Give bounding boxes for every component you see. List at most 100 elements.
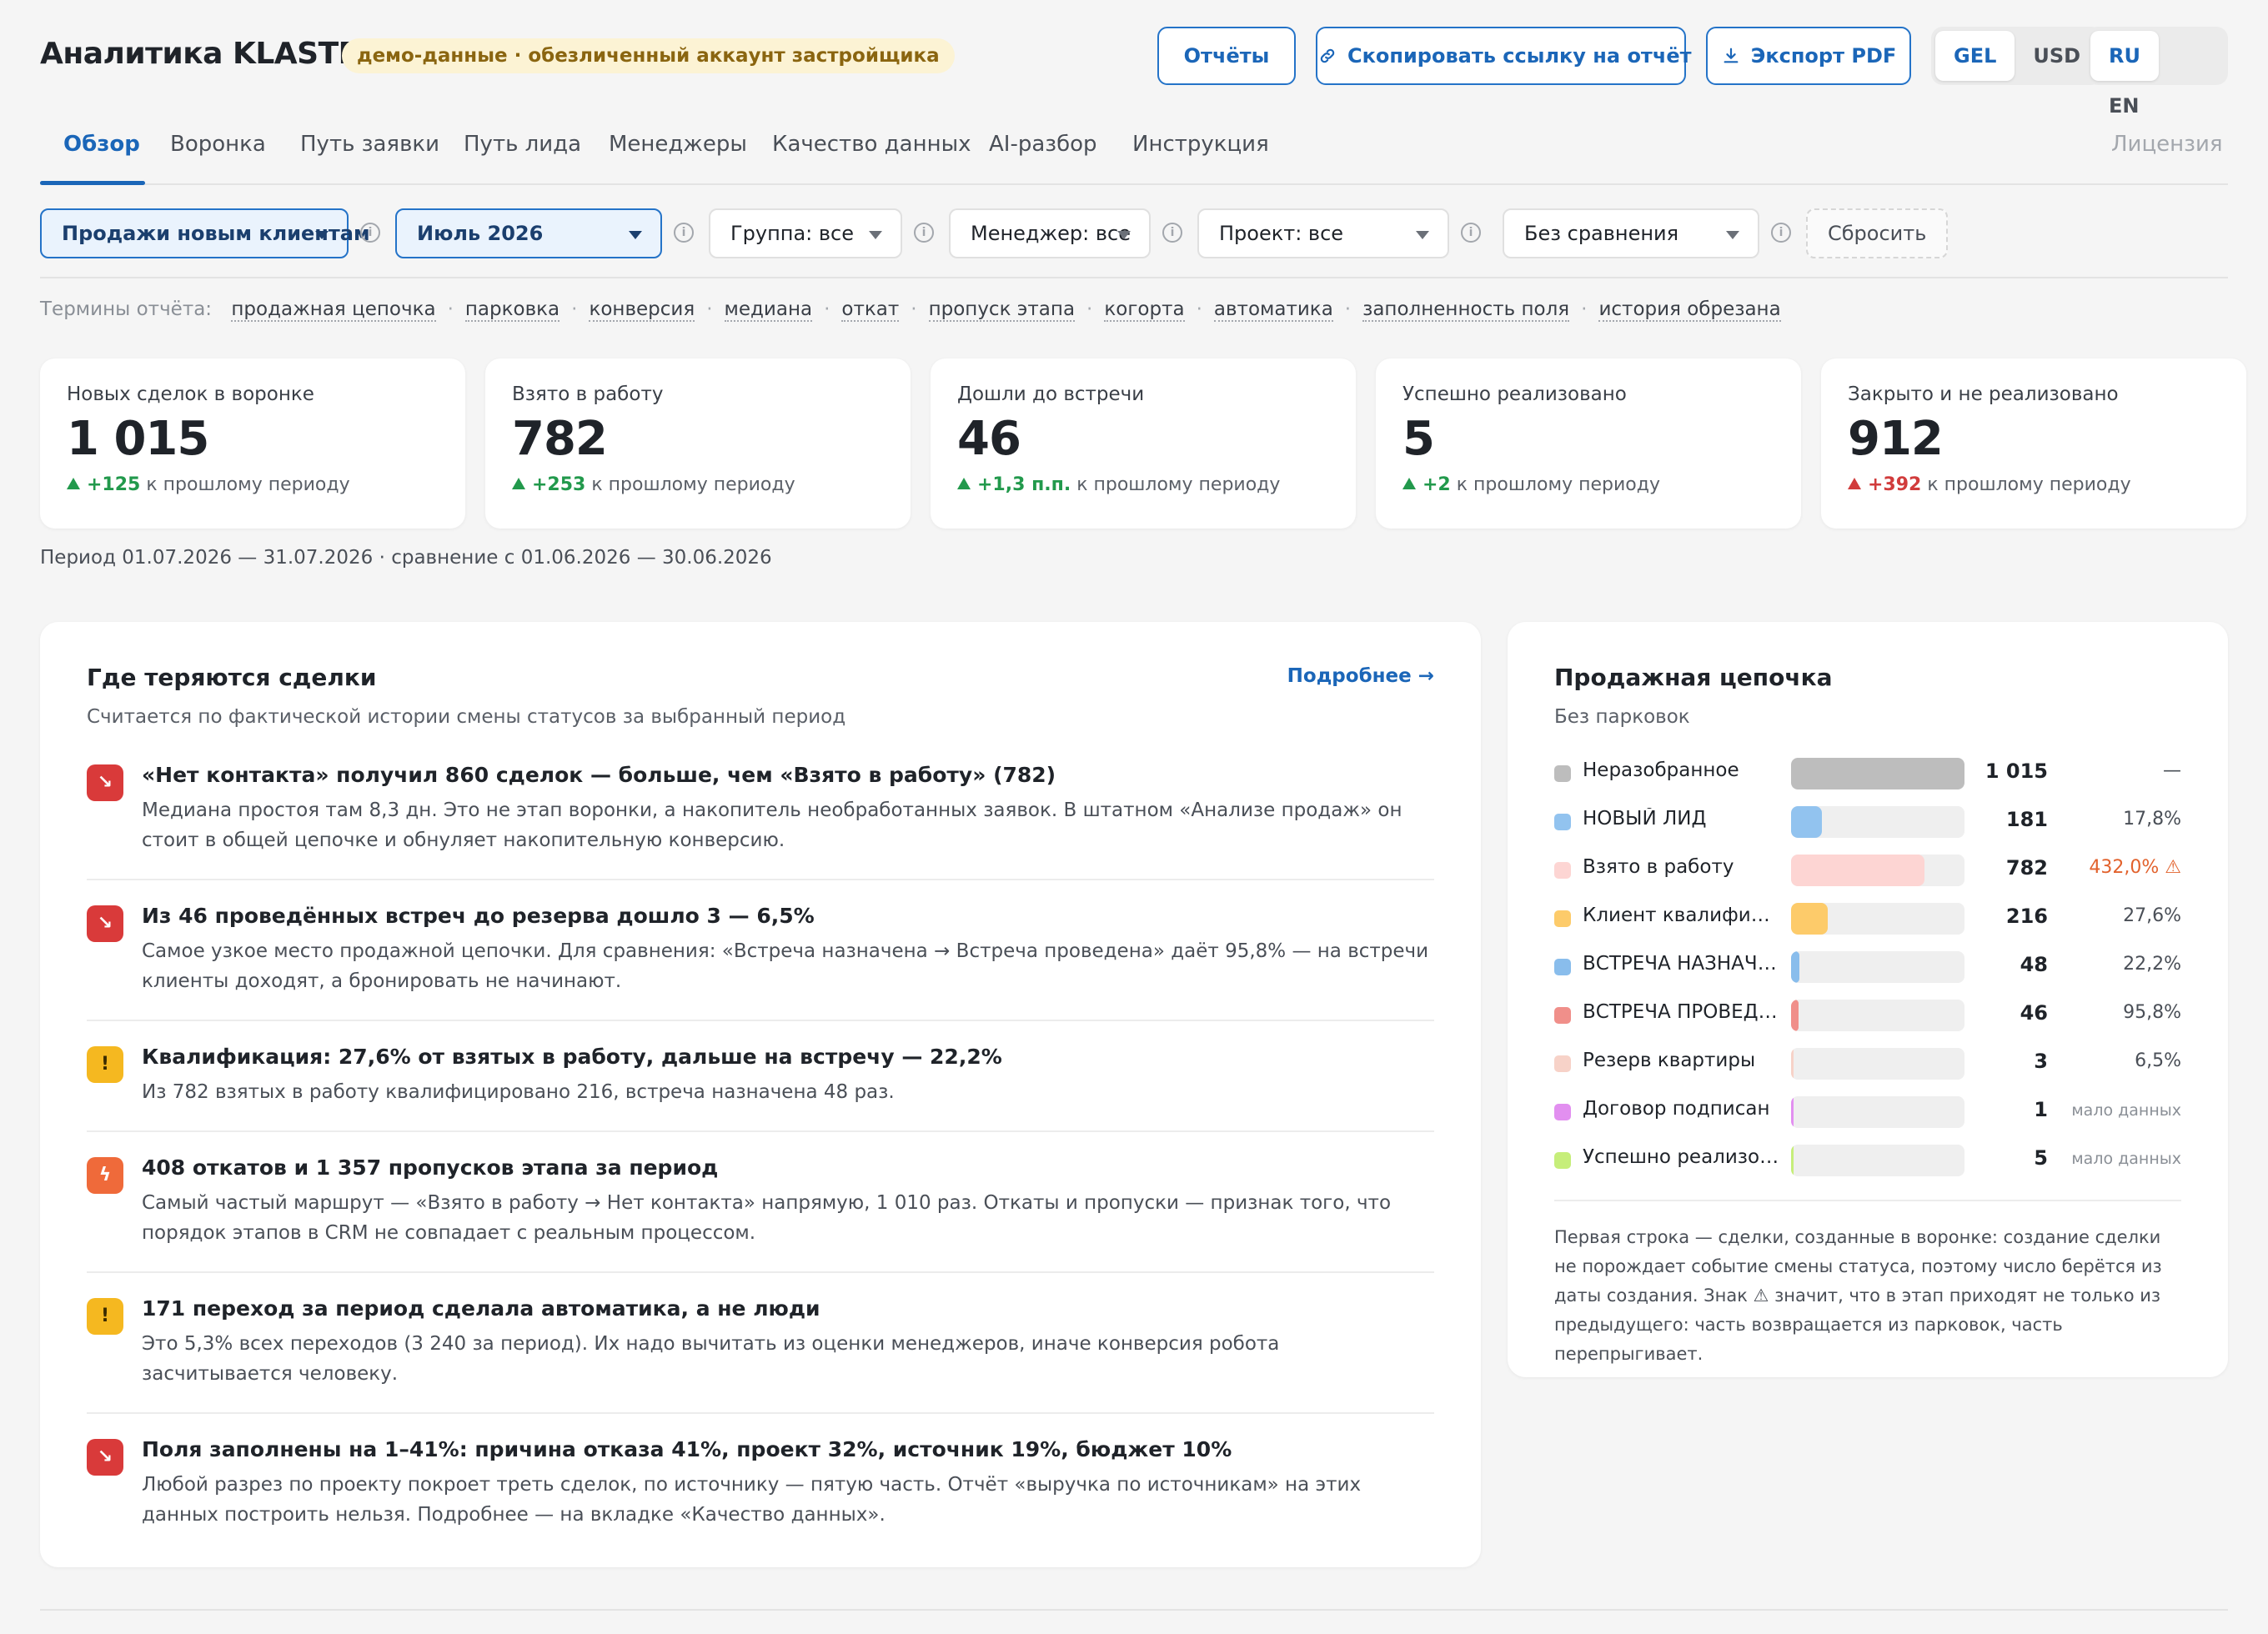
tab-managers[interactable]: Менеджеры xyxy=(609,132,747,157)
term-link[interactable]: продажная цепочка xyxy=(231,298,436,322)
kpi-delta-suffix: к прошлому периоду xyxy=(146,474,350,495)
stage-bar-track xyxy=(1791,1048,1964,1080)
chevron-down-icon xyxy=(1726,231,1739,239)
term-link[interactable]: автоматика xyxy=(1213,298,1333,322)
tab-license[interactable]: Лицензия xyxy=(2111,132,2223,157)
stage-bar xyxy=(1791,806,1822,838)
loss-item: ↘ Поля заполнены на 1–41%: причина отказа… xyxy=(87,1414,1434,1553)
stage-count: 3 xyxy=(2034,1050,2048,1073)
stage-count: 1 015 xyxy=(1984,759,2048,783)
loss-item-text: Медиана простоя там 8,3 дн. Это не этап … xyxy=(142,799,1402,851)
term-link[interactable]: откат xyxy=(841,298,900,322)
pipeline-select[interactable]: Продажи новым клиентам xyxy=(40,208,370,258)
month-select[interactable]: Июль 2026 xyxy=(395,208,662,258)
loss-item-title: Из 46 проведённых встреч до резерва дошл… xyxy=(142,904,815,928)
currency-gel[interactable]: GEL xyxy=(1935,31,2015,81)
project-select[interactable]: Проект: все xyxy=(1197,208,1449,258)
stage-conversion: мало данных xyxy=(2071,1150,2181,1168)
separator-dot: · xyxy=(1344,298,1352,320)
stage-name: НОВЫЙ ЛИД xyxy=(1583,808,1707,830)
comparison-select-value: Без сравнения xyxy=(1524,222,1679,245)
kpi-label: Взято в работу xyxy=(512,383,664,405)
term-link[interactable]: заполненность поля xyxy=(1362,298,1570,322)
tab-lead-path[interactable]: Путь лида xyxy=(464,132,582,157)
tab-request-path[interactable]: Путь заявки xyxy=(300,132,439,157)
term-link[interactable]: история обрезана xyxy=(1598,298,1781,322)
trend-down-icon: ↘ xyxy=(87,1439,123,1476)
link-icon xyxy=(1317,28,1337,83)
currency-switch: GEL USD xyxy=(1931,27,2104,85)
term-link[interactable]: конверсия xyxy=(589,298,695,322)
warning-icon: ! xyxy=(87,1046,123,1083)
stage-count: 181 xyxy=(2005,808,2048,831)
language-ru[interactable]: RU xyxy=(2090,31,2159,81)
export-pdf-button[interactable]: Экспорт PDF xyxy=(1706,27,1911,85)
group-select-value: Группа: все xyxy=(730,222,854,245)
more-details-link[interactable]: Подробнее → xyxy=(1287,665,1434,687)
stage-name: ВСТРЕЧА НАЗНАЧЕ… xyxy=(1583,953,1779,975)
filter-bar: Продажи новым клиентам i Июль 2026 i Гру… xyxy=(40,208,2228,278)
triangle-up-icon xyxy=(957,478,971,489)
stage-conversion: мало данных xyxy=(2071,1101,2181,1120)
kpi-label: Успешно реализовано xyxy=(1402,383,1627,405)
stage-bar-track xyxy=(1791,903,1964,935)
stage-name: Неразобранное xyxy=(1583,759,1739,781)
stage-color-swatch xyxy=(1554,862,1571,879)
kpi-delta: +253 к прошлому периоду xyxy=(512,474,884,495)
group-select[interactable]: Группа: все xyxy=(709,208,902,258)
tab-overview[interactable]: Обзор xyxy=(63,132,140,157)
trend-down-icon: ↘ xyxy=(87,905,123,942)
tab-bar: Обзор Воронка Путь заявки Путь лида Мене… xyxy=(40,123,2228,185)
stage-bar xyxy=(1791,1000,1799,1031)
info-icon[interactable]: i xyxy=(360,223,380,243)
reset-button[interactable]: Сбросить xyxy=(1806,208,1949,258)
separator-dot: · xyxy=(911,298,917,320)
manager-select[interactable]: Менеджер: все xyxy=(949,208,1151,258)
stage-count: 5 xyxy=(2034,1146,2048,1170)
divider xyxy=(40,1609,2228,1611)
kpi-label: Закрыто и не реализовано xyxy=(1848,383,2119,405)
stage-conversion: 22,2% xyxy=(2123,954,2181,975)
stage-color-swatch xyxy=(1554,1007,1571,1024)
tab-funnel[interactable]: Воронка xyxy=(170,132,266,157)
lightning-icon: ϟ xyxy=(87,1157,123,1194)
kpi-delta-suffix: к прошлому периоду xyxy=(591,474,795,495)
separator-dot: · xyxy=(824,298,830,320)
tab-data-quality[interactable]: Качество данных xyxy=(772,132,971,157)
kpi-value: 912 xyxy=(1848,412,1944,466)
term-link[interactable]: медиана xyxy=(724,298,813,322)
reports-button[interactable]: Отчёты xyxy=(1157,27,1296,85)
comparison-select[interactable]: Без сравнения xyxy=(1503,208,1759,258)
chevron-down-icon xyxy=(1416,231,1429,239)
triangle-up-icon xyxy=(1402,478,1416,489)
currency-usd[interactable]: USD xyxy=(2033,44,2081,68)
triangle-up-icon xyxy=(512,478,525,489)
chevron-down-icon xyxy=(869,231,882,239)
language-en[interactable]: EN xyxy=(2109,94,2140,118)
loss-item-text: Это 5,3% всех переходов (3 240 за период… xyxy=(142,1333,1280,1385)
separator-dot: · xyxy=(1581,298,1588,320)
kpi-delta-suffix: к прошлому периоду xyxy=(1927,474,2131,495)
stage-count: 46 xyxy=(2020,1001,2048,1025)
kpi-card: Дошли до встречи 46 +1,3 п.п. к прошлому п… xyxy=(931,358,1356,529)
warning-icon: ! xyxy=(87,1298,123,1335)
info-icon[interactable]: i xyxy=(1771,223,1791,243)
kpi-card: Взято в работу 782 +253 к прошлому периоду xyxy=(485,358,911,529)
stage-name: Успешно реализова… xyxy=(1583,1146,1779,1168)
loss-panel-title: Где теряются сделки xyxy=(87,664,377,691)
info-icon[interactable]: i xyxy=(1162,223,1182,243)
triangle-up-icon xyxy=(67,478,80,489)
term-link[interactable]: парковка xyxy=(464,298,560,322)
term-link[interactable]: пропуск этапа xyxy=(928,298,1076,322)
info-icon[interactable]: i xyxy=(914,223,934,243)
stage-name: Клиент квалифицир… xyxy=(1583,905,1779,926)
copy-link-button[interactable]: Скопировать ссылку на отчёт xyxy=(1316,27,1692,85)
info-icon[interactable]: i xyxy=(1461,223,1481,243)
tab-instructions[interactable]: Инструкция xyxy=(1132,132,1269,157)
tab-ai-analysis[interactable]: AI-разбор xyxy=(989,132,1097,157)
loss-item-text: Самое узкое место продажной цепочки. Для… xyxy=(142,940,1429,992)
stage-bar-track xyxy=(1791,806,1964,838)
stage-color-swatch xyxy=(1554,910,1571,927)
info-icon[interactable]: i xyxy=(674,223,694,243)
term-link[interactable]: когорта xyxy=(1104,298,1185,322)
